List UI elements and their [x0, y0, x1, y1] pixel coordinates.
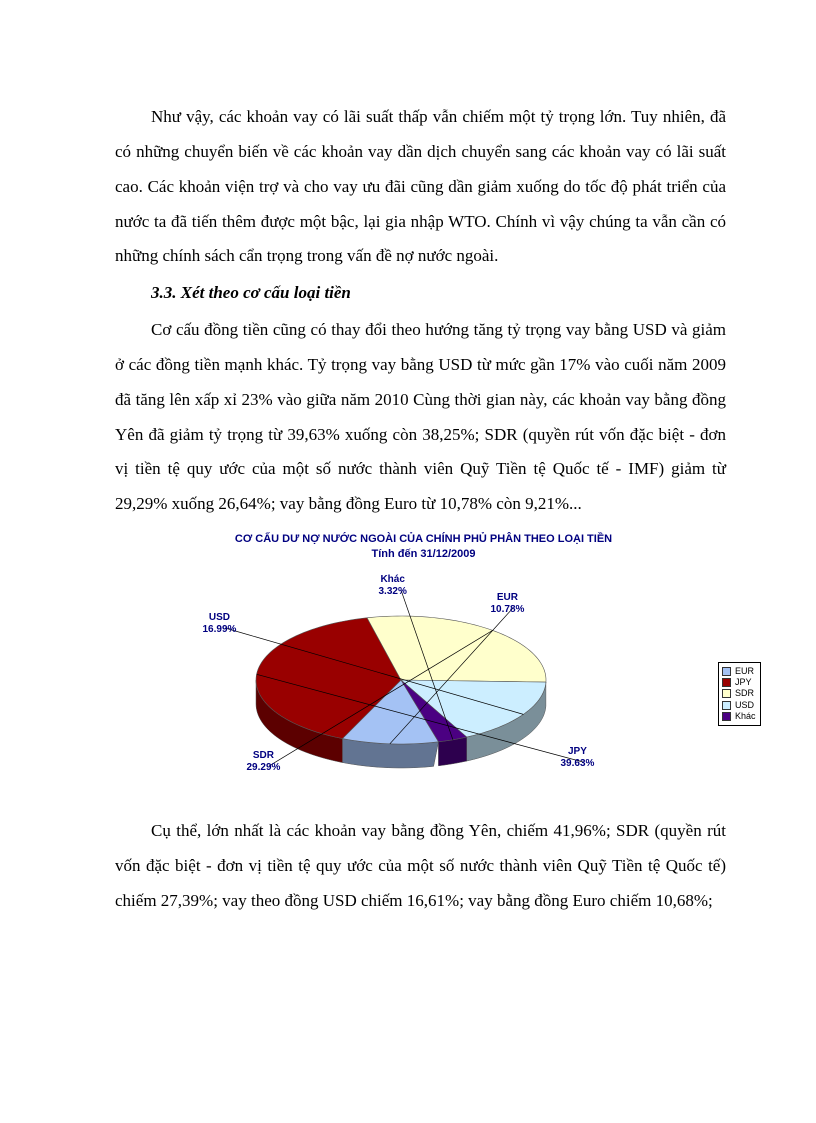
legend-item-eur: EUR — [722, 666, 756, 677]
legend-label: USD — [735, 700, 754, 711]
legend-item-sdr: SDR — [722, 688, 756, 699]
slice-label-usd: USD16.99% — [203, 612, 237, 636]
legend-swatch-icon — [722, 667, 731, 676]
legend-item-usd: USD — [722, 700, 756, 711]
chart-title-line2: Tính đến 31/12/2009 — [372, 548, 476, 560]
paragraph-3: Cụ thể, lớn nhất là các khoản vay bằng đ… — [115, 814, 726, 919]
chart-title-line1: CƠ CẤU DƯ NỢ NƯỚC NGOÀI CỦA CHÍNH PHỦ PH… — [235, 533, 612, 545]
legend-item-jpy: JPY — [722, 677, 756, 688]
legend-swatch-icon — [722, 678, 731, 687]
section-heading: 3.3. Xét theo cơ cấu loại tiền — [115, 276, 726, 311]
legend-item-khác: Khác — [722, 711, 756, 722]
legend-label: JPY — [735, 677, 752, 688]
chart-legend: EURJPYSDRUSDKhác — [718, 662, 761, 726]
slice-label-khác: Khác3.32% — [379, 574, 407, 598]
legend-swatch-icon — [722, 689, 731, 698]
paragraph-1: Như vậy, các khoản vay có lãi suất thấp … — [115, 100, 726, 274]
paragraph-2: Cơ cấu đồng tiền cũng có thay đổi theo h… — [115, 313, 726, 522]
legend-label: Khác — [735, 711, 756, 722]
legend-label: SDR — [735, 688, 754, 699]
chart-title: CƠ CẤU DƯ NỢ NƯỚC NGOÀI CỦA CHÍNH PHỦ PH… — [121, 532, 726, 562]
legend-swatch-icon — [722, 712, 731, 721]
document-page: Như vậy, các khoản vay có lãi suất thấp … — [0, 0, 816, 980]
slice-label-jpy: JPY39.63% — [561, 746, 595, 770]
slice-label-eur: EUR10.78% — [491, 592, 525, 616]
legend-label: EUR — [735, 666, 754, 677]
pie-chart: EURJPYSDRUSDKhác EUR10.78%JPY39.63%SDR29… — [141, 570, 701, 800]
pie-chart-svg — [141, 570, 701, 800]
legend-swatch-icon — [722, 701, 731, 710]
slice-label-sdr: SDR29.29% — [247, 750, 281, 774]
